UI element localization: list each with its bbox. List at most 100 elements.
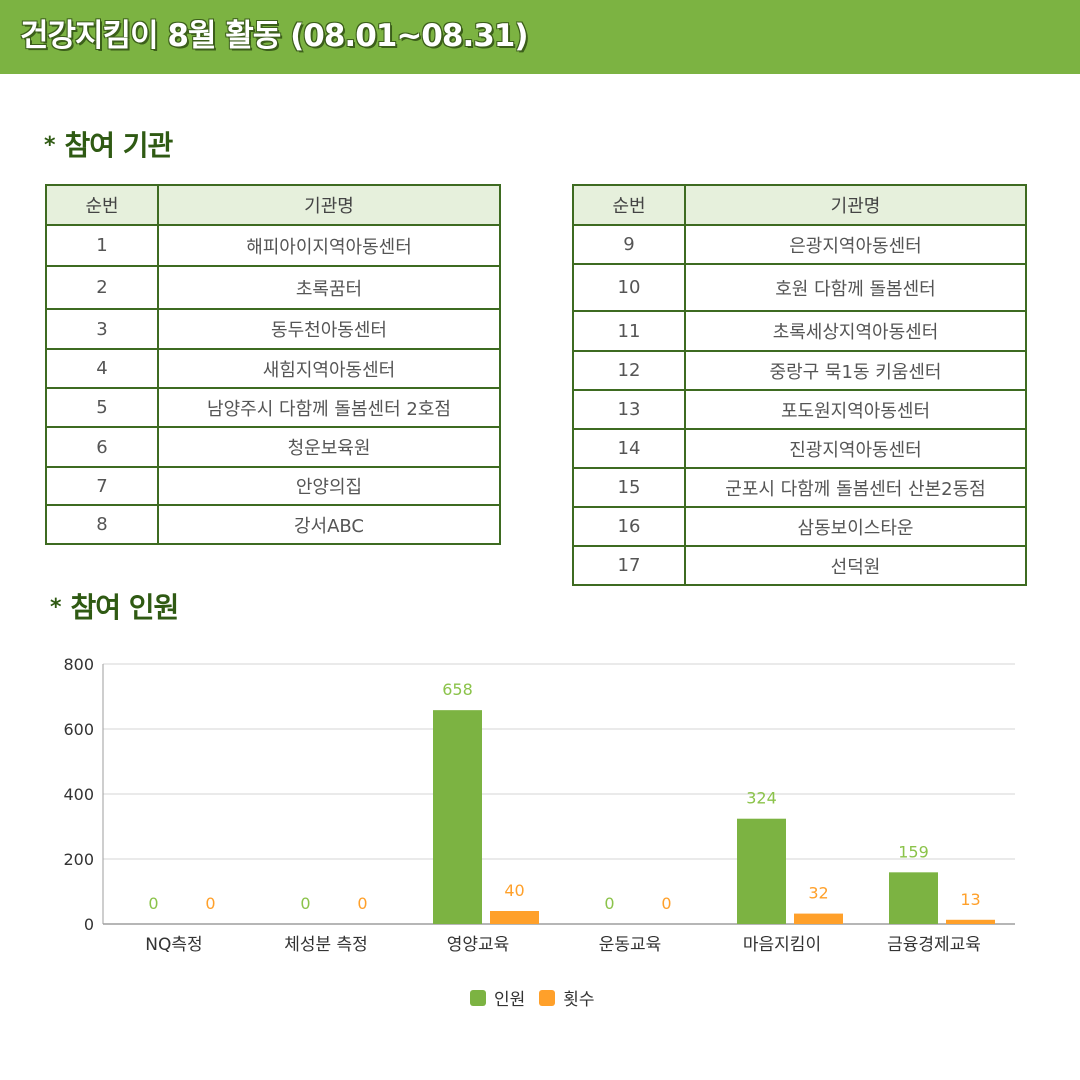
cell-org-name: 은광지역아동센터 (684, 224, 1027, 265)
cell-number: 14 (572, 428, 686, 469)
x-tick-label: NQ측정 (145, 935, 202, 955)
x-tick-label: 마음지킴이 (743, 935, 821, 955)
cell-org-name: 진광지역아동센터 (684, 428, 1027, 469)
participants-bar-chart: 0 200 400 600 800 0 0 NQ측정 0 0 체성분 측정 658 40 영양교육 0 0 운동… (63, 655, 1015, 955)
col-header-number: 순번 (572, 184, 686, 226)
data-label: 159 (898, 842, 929, 861)
data-label: 0 (148, 894, 158, 913)
x-tick-label: 운동교육 (599, 935, 662, 955)
table-header-row: 순번 기관명 (572, 184, 1027, 226)
table-row: 14 진광지역아동센터 (572, 428, 1027, 469)
bullet-icon: * (50, 595, 61, 620)
col-header-org: 기관명 (684, 184, 1027, 226)
cell-number: 11 (572, 310, 686, 352)
table-row: 8 강서ABC (45, 504, 501, 545)
cell-org-name: 삼동보이스타운 (684, 506, 1027, 547)
table-row: 5 남양주시 다함께 돌봄센터 2호점 (45, 387, 501, 428)
page-title: 건강지킴이 8월 활동 (08.01~08.31) (20, 18, 529, 54)
cell-number: 6 (45, 426, 159, 468)
table-row: 6 청운보육원 (45, 426, 501, 468)
cell-org-name: 동두천아동센터 (157, 308, 501, 350)
y-tick-label: 800 (63, 655, 94, 674)
cell-number: 4 (45, 348, 159, 389)
orgs-section-title: * 참여 기관 (44, 124, 173, 164)
people-section-title: * 참여 인원 (50, 586, 180, 626)
cell-org-name: 남양주시 다함께 돌봄센터 2호점 (157, 387, 501, 428)
table-header-row: 순번 기관명 (45, 184, 501, 226)
bar-people (889, 872, 938, 924)
cell-org-name: 강서ABC (157, 504, 501, 545)
y-tick-label: 0 (84, 915, 94, 934)
header-bar: 건강지킴이 8월 활동 (08.01~08.31) (0, 0, 1080, 74)
data-label: 13 (960, 890, 980, 909)
table-row: 13 포도원지역아동센터 (572, 389, 1027, 430)
bar-people (433, 710, 482, 924)
y-tick-label: 400 (63, 785, 94, 804)
cell-number: 12 (572, 350, 686, 391)
cell-number: 13 (572, 389, 686, 430)
x-tick-label: 체성분 측정 (284, 935, 368, 955)
cell-org-name: 새힘지역아동센터 (157, 348, 501, 389)
table-row: 7 안양의집 (45, 466, 501, 506)
legend-swatch-people (470, 989, 486, 1006)
table-row: 4 새힘지역아동센터 (45, 348, 501, 389)
orgs-table-right: 순번 기관명 9 은광지역아동센터 10 호원 다함께 돌봄센터 11 초록세상지역아동센… (572, 184, 1027, 586)
cell-number: 16 (572, 506, 686, 547)
cell-org-name: 군포시 다함께 돌봄센터 산본2동점 (684, 467, 1027, 508)
bar-count (794, 913, 843, 924)
bar-people (737, 818, 786, 924)
table-row: 17 선덕원 (572, 545, 1027, 586)
table-row: 15 군포시 다함께 돌봄센터 산본2동점 (572, 467, 1027, 508)
table-row: 2 초록꿈터 (45, 265, 501, 310)
legend-item-count: 횟수 (539, 985, 595, 1010)
data-label: 40 (504, 881, 524, 900)
table-row: 3 동두천아동센터 (45, 308, 501, 350)
cell-number: 2 (45, 265, 159, 310)
table-row: 9 은광지역아동센터 (572, 224, 1027, 265)
cell-number: 5 (45, 387, 159, 428)
cell-number: 3 (45, 308, 159, 350)
cell-org-name: 중랑구 묵1동 키움센터 (684, 350, 1027, 391)
cell-org-name: 해피아이지역아동센터 (157, 224, 501, 267)
data-label: 0 (604, 894, 614, 913)
table-row: 10 호원 다함께 돌봄센터 (572, 263, 1027, 312)
table-row: 16 삼동보이스타운 (572, 506, 1027, 547)
people-section-label: 참여 인원 (70, 591, 180, 624)
cell-number: 1 (45, 224, 159, 267)
table-row: 12 중랑구 묵1동 키움센터 (572, 350, 1027, 391)
x-tick-label: 금융경제교육 (887, 935, 981, 955)
cell-org-name: 청운보육원 (157, 426, 501, 468)
col-header-number: 순번 (45, 184, 159, 226)
cell-number: 8 (45, 504, 159, 545)
bullet-icon: * (44, 133, 55, 158)
data-label: 0 (300, 894, 310, 913)
bar-count (490, 911, 539, 924)
table-row: 11 초록세상지역아동센터 (572, 310, 1027, 352)
legend-swatch-count (539, 989, 556, 1006)
table-row: 1 해피아이지역아동센터 (45, 224, 501, 267)
cell-org-name: 초록꿈터 (157, 265, 501, 310)
cell-org-name: 초록세상지역아동센터 (684, 310, 1027, 352)
data-label: 32 (808, 884, 828, 903)
cell-number: 10 (572, 263, 686, 312)
col-header-org: 기관명 (157, 184, 501, 226)
data-label: 0 (661, 894, 671, 913)
orgs-table-left: 순번 기관명 1 해피아이지역아동센터 2 초록꿈터 3 동두천아동센터 4 새힘지역아동센터… (45, 184, 501, 545)
cell-number: 7 (45, 466, 159, 506)
legend-label-count: 횟수 (563, 990, 595, 1010)
data-label: 0 (357, 894, 367, 913)
cell-org-name: 안양의집 (157, 466, 501, 506)
y-tick-label: 600 (63, 720, 94, 739)
data-label: 324 (746, 789, 777, 808)
chart-legend: 인원 횟수 (470, 985, 609, 1010)
y-tick-label: 200 (63, 850, 94, 869)
data-label: 0 (205, 894, 215, 913)
cell-org-name: 포도원지역아동센터 (684, 389, 1027, 430)
data-label: 658 (442, 680, 473, 699)
x-tick-label: 영양교육 (447, 935, 510, 955)
bar-count (946, 919, 995, 924)
cell-org-name: 호원 다함께 돌봄센터 (684, 263, 1027, 312)
legend-item-people: 인원 (470, 985, 525, 1010)
cell-number: 15 (572, 467, 686, 508)
legend-label-people: 인원 (494, 990, 526, 1010)
